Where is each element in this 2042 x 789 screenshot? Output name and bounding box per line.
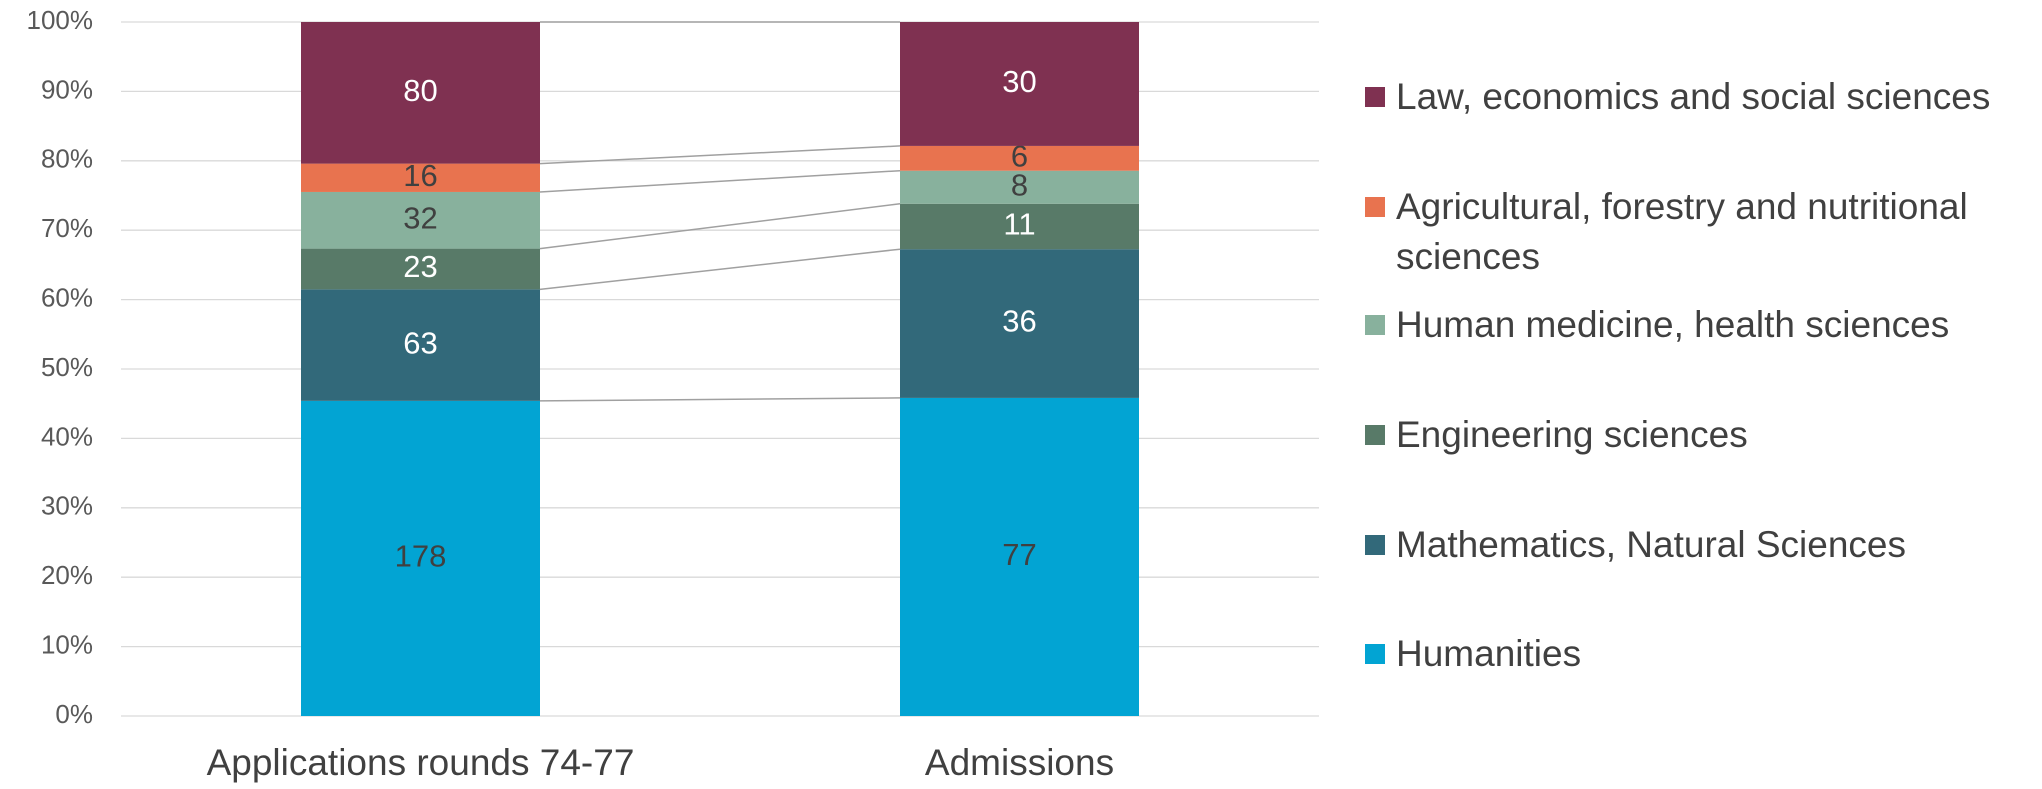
legend-swatch — [1365, 315, 1385, 335]
x-tick-label: Applications rounds 74-77 — [207, 742, 635, 783]
y-tick-label: 80% — [41, 144, 93, 174]
y-tick-label: 70% — [41, 213, 93, 243]
bar-segment — [900, 145, 1139, 171]
data-label: 36 — [1002, 304, 1036, 339]
legend-item: Law, economics and social sciences — [1365, 72, 2042, 122]
legend-label: Law, economics and social sciences — [1396, 76, 1991, 117]
data-label: 80 — [403, 73, 437, 108]
bar-segment — [301, 22, 540, 164]
bar-segment — [301, 163, 540, 192]
bar-segment — [301, 400, 540, 716]
bar-segment — [900, 22, 1139, 146]
y-tick-label: 20% — [41, 560, 93, 590]
bar-segment — [301, 191, 540, 249]
bar-segment — [301, 289, 540, 401]
bar-segment — [900, 249, 1139, 398]
y-tick-label: 30% — [41, 491, 93, 521]
legend-item: Human medicine, health sciences — [1365, 300, 2042, 350]
legend-swatch — [1365, 425, 1385, 445]
data-label: 63 — [403, 325, 437, 360]
y-tick-label: 10% — [41, 629, 93, 659]
bar-segment — [900, 203, 1139, 250]
data-label: 11 — [1003, 207, 1035, 242]
series-line — [539, 397, 901, 402]
series-line — [539, 248, 901, 291]
legend-swatch — [1365, 644, 1385, 664]
legend-swatch — [1365, 535, 1385, 555]
data-label: 32 — [403, 200, 437, 235]
data-label: 8 — [1011, 167, 1028, 202]
y-tick-label: 50% — [41, 352, 93, 382]
data-label: 23 — [403, 249, 437, 284]
legend-item: Mathematics, Natural Sciences — [1365, 520, 2042, 570]
y-tick-label: 90% — [41, 74, 93, 104]
legend-label: Mathematics, Natural Sciences — [1396, 524, 1906, 565]
y-tick-label: 100% — [27, 5, 94, 35]
legend-item: Humanities — [1365, 629, 2042, 679]
series-line — [539, 145, 901, 165]
legend-swatch — [1365, 87, 1385, 107]
y-tick-label: 40% — [41, 421, 93, 451]
bar-segment — [900, 397, 1139, 716]
bar-segment — [301, 248, 540, 290]
data-label: 77 — [1002, 537, 1036, 572]
legend-label: Human medicine, health sciences — [1396, 304, 1950, 345]
legend-label: Agricultural, forestry and nutritional s… — [1396, 186, 1968, 277]
legend-swatch — [1365, 197, 1385, 217]
legend-label: Engineering sciences — [1396, 414, 1748, 455]
x-tick-label: Admissions — [925, 742, 1114, 783]
data-label: 16 — [403, 158, 437, 193]
bar-segment — [900, 170, 1139, 204]
y-tick-label: 0% — [55, 699, 93, 729]
data-label: 30 — [1002, 64, 1036, 99]
legend-item: Agricultural, forestry and nutritional s… — [1365, 182, 2042, 282]
series-line — [539, 203, 901, 250]
legend-item: Engineering sciences — [1365, 410, 2042, 460]
series-line — [539, 169, 901, 193]
y-tick-label: 60% — [41, 282, 93, 312]
legend-label: Humanities — [1396, 633, 1582, 674]
data-label: 6 — [1011, 139, 1028, 174]
data-label: 178 — [395, 539, 447, 574]
